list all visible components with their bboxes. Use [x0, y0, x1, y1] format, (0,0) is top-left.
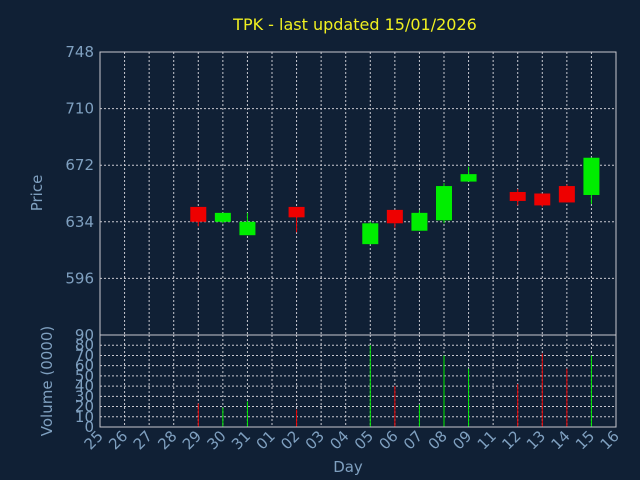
- candle-body: [386, 209, 403, 224]
- x-tick-label: 08: [425, 427, 451, 453]
- x-tick-label: 04: [326, 427, 352, 453]
- volume-tick-label: 10: [75, 408, 94, 426]
- x-axis: 2526272829303101020304050607080911121314…: [81, 427, 623, 453]
- x-tick-label: 12: [498, 427, 524, 453]
- volume-tick-label: 90: [75, 326, 94, 344]
- x-tick-label: 26: [105, 427, 131, 453]
- volume-tick-label: 30: [75, 387, 94, 405]
- x-tick-label: 29: [179, 427, 205, 453]
- candle-body: [534, 193, 551, 206]
- candle-body: [362, 223, 379, 245]
- x-tick-label: 27: [130, 427, 156, 453]
- x-tick-label: 09: [449, 427, 475, 453]
- candle-body: [460, 174, 477, 182]
- candle-body: [558, 186, 575, 203]
- x-tick-label: 16: [597, 427, 623, 453]
- chart-title: TPK - last updated 15/01/2026: [232, 15, 477, 34]
- price-tick-label: 710: [65, 100, 94, 118]
- x-tick-label: 13: [523, 427, 549, 453]
- x-tick-label: 14: [547, 427, 573, 453]
- x-tick-label: 28: [154, 427, 180, 453]
- x-tick-label: 03: [302, 427, 328, 453]
- x-axis-label: Day: [333, 458, 363, 476]
- price-tick-label: 634: [65, 213, 94, 231]
- price-tick-label: 672: [65, 156, 94, 174]
- volume-tick-label: 40: [75, 377, 94, 395]
- volume-tick-label: 20: [75, 398, 94, 416]
- candle-body: [509, 192, 526, 201]
- candle-body: [411, 212, 428, 231]
- price-tick-label: 596: [65, 269, 94, 287]
- price-tick-label: 748: [65, 43, 94, 61]
- candle-body: [436, 186, 452, 221]
- candle-body: [190, 206, 207, 222]
- volume-tick-label: 70: [75, 346, 94, 364]
- volume-tick-label: 60: [75, 357, 94, 375]
- volume-plot-border: [99, 334, 617, 428]
- candle-body: [239, 221, 256, 236]
- x-tick-label: 01: [253, 427, 279, 453]
- x-tick-label: 06: [375, 427, 401, 453]
- candle-body: [583, 157, 600, 195]
- price-panel: 748 710 672 634 596: [65, 43, 617, 336]
- volume-axis-label: Volume (0000): [38, 326, 56, 436]
- x-tick-label: 15: [572, 427, 598, 453]
- x-tick-label: 11: [474, 427, 500, 453]
- x-tick-label: 02: [277, 427, 303, 453]
- x-tick-label: 05: [351, 427, 377, 453]
- volume-tick-label: 50: [75, 367, 94, 385]
- price-axis-label: Price: [28, 175, 46, 212]
- volume-tick-label: 0: [84, 418, 94, 436]
- volume-tick-label: 80: [75, 336, 94, 354]
- candle-body: [214, 212, 231, 222]
- x-tick-label: 31: [228, 427, 254, 453]
- candle-body: [288, 206, 305, 218]
- x-tick-label: 07: [400, 427, 426, 453]
- x-tick-label: 30: [203, 427, 229, 453]
